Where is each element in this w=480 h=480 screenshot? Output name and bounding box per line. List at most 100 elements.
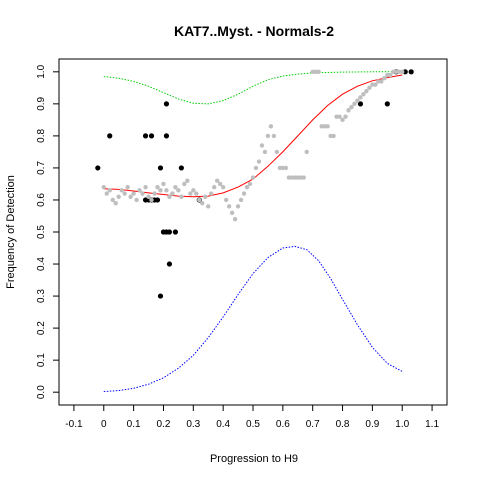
y-tick-label: 1.0 — [36, 64, 47, 78]
y-tick-label: 0.7 — [36, 161, 47, 175]
x-tick-label: 1.1 — [425, 419, 439, 430]
x-tick-label: 0.3 — [186, 419, 200, 430]
data-point — [166, 261, 173, 267]
data-point — [191, 188, 196, 193]
data-point — [137, 188, 142, 193]
data-point — [358, 95, 363, 100]
data-point — [164, 188, 169, 193]
data-point — [337, 114, 342, 119]
data-point — [400, 69, 405, 75]
data-point — [157, 165, 164, 171]
data-point — [200, 200, 205, 206]
data-point — [316, 69, 321, 75]
data-point — [256, 159, 262, 164]
data-point — [271, 133, 277, 139]
data-point — [116, 194, 121, 199]
data-point — [125, 184, 130, 190]
y-tick-label: 0.3 — [36, 289, 47, 303]
data-point — [167, 194, 172, 199]
data-point — [355, 98, 360, 103]
data-point — [163, 133, 170, 139]
data-point — [349, 104, 354, 110]
data-point — [110, 197, 115, 203]
data-point — [259, 143, 265, 148]
data-point — [384, 101, 390, 107]
data-point — [158, 188, 163, 193]
y-tick-label: 0.8 — [36, 129, 47, 143]
data-point — [107, 188, 112, 193]
data-point — [220, 184, 226, 190]
data-point — [325, 124, 330, 129]
data-point — [379, 79, 384, 84]
data-point — [265, 133, 271, 139]
data-point — [214, 178, 220, 183]
data-point — [229, 210, 235, 215]
data-point — [161, 181, 166, 187]
data-point — [149, 197, 154, 203]
data-point — [104, 191, 109, 196]
data-point — [232, 216, 238, 222]
series-line — [103, 71, 403, 105]
y-tick-label: 0.4 — [36, 257, 47, 271]
data-point — [238, 197, 244, 203]
data-point — [388, 72, 393, 78]
x-tick-label: 0.9 — [365, 419, 379, 430]
data-point — [382, 76, 387, 81]
data-point — [250, 175, 256, 180]
data-point — [128, 194, 133, 199]
data-point — [172, 229, 178, 235]
data-point — [107, 133, 113, 139]
y-tick-label: 0.0 — [36, 385, 47, 399]
data-point — [301, 175, 306, 180]
data-point — [170, 191, 175, 196]
data-point — [131, 191, 136, 196]
data-point — [206, 204, 211, 209]
data-point — [113, 200, 118, 206]
data-point — [352, 101, 357, 107]
data-point — [173, 184, 178, 190]
data-point — [122, 191, 127, 196]
data-point — [95, 165, 101, 171]
y-tick-label: 0.6 — [36, 193, 47, 207]
data-point — [343, 114, 348, 119]
data-point — [140, 191, 145, 196]
x-tick-label: 0.2 — [157, 419, 171, 430]
data-point — [340, 117, 345, 123]
data-point — [119, 188, 124, 193]
x-tick-label: 1.0 — [395, 419, 409, 430]
data-point — [274, 149, 280, 155]
x-tick-label: -0.1 — [65, 419, 83, 430]
x-tick-label: 0.6 — [276, 419, 290, 430]
data-point — [212, 184, 217, 190]
data-point — [203, 194, 208, 199]
data-point — [367, 85, 372, 91]
data-point — [146, 194, 151, 199]
data-point — [331, 133, 336, 139]
x-tick-label: 0 — [101, 419, 107, 430]
data-point — [247, 181, 253, 187]
plot-frame — [58, 58, 448, 406]
data-point — [235, 204, 241, 209]
data-point — [178, 165, 184, 171]
data-point — [209, 191, 214, 196]
data-point — [155, 184, 160, 190]
data-point — [188, 191, 193, 196]
data-point — [143, 184, 148, 190]
y-axis: 0.0 0.1 0.2 0.3 0.4 0.5 0.6 0.7 0.8 0.9 1.0 — [36, 64, 59, 399]
data-point — [364, 88, 369, 94]
data-point — [134, 197, 139, 203]
data-point — [163, 101, 170, 107]
data-point — [283, 165, 289, 171]
y-tick-label: 0.1 — [36, 353, 47, 367]
data-point — [223, 197, 229, 203]
x-tick-label: 0.7 — [306, 419, 320, 430]
data-point — [157, 293, 164, 299]
data-point — [179, 194, 184, 199]
x-axis: -0.1 0 0.1 0.2 0.3 0.4 0.5 0.6 0.7 0.8 0.9 1.0 1.1 — [65, 405, 439, 430]
data-point — [166, 229, 173, 235]
data-point — [226, 204, 232, 209]
data-point — [182, 181, 187, 187]
x-tick-label: 0.8 — [336, 419, 350, 430]
data-point — [346, 108, 351, 113]
data-point — [101, 184, 106, 190]
